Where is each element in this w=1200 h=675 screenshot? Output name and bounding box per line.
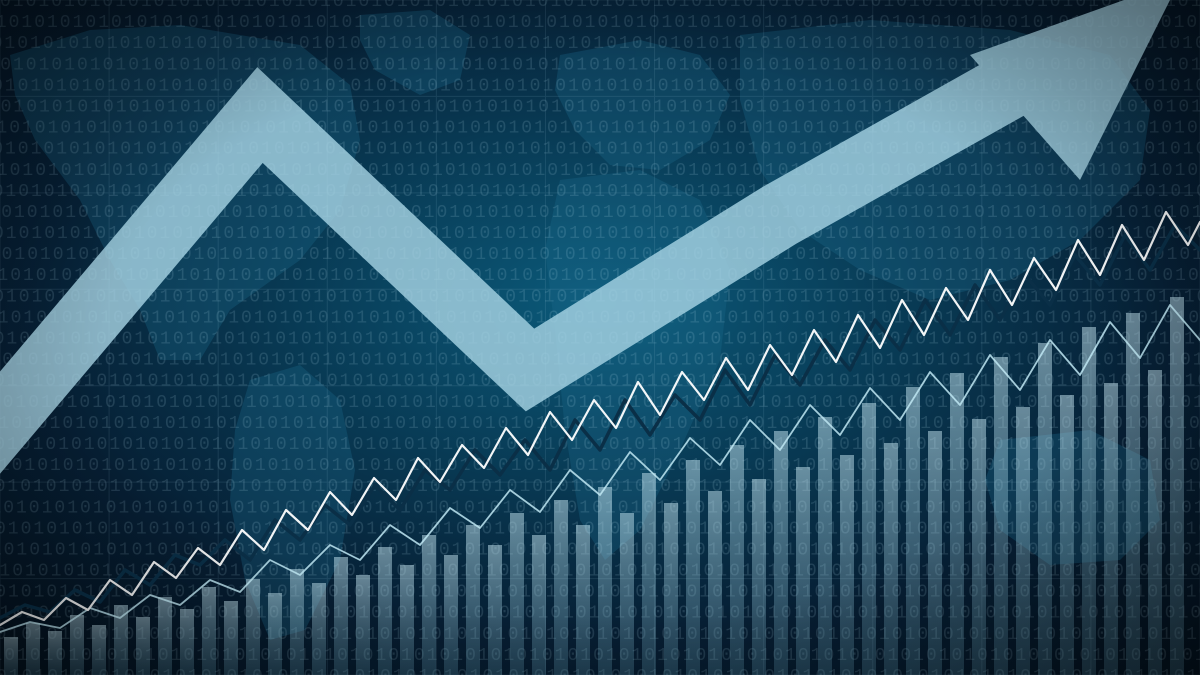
- vignette: [0, 0, 1200, 675]
- financial-growth-infographic: 0101010101010101010101010101010101010101…: [0, 0, 1200, 675]
- chart-svg: 0101010101010101010101010101010101010101…: [0, 0, 1200, 675]
